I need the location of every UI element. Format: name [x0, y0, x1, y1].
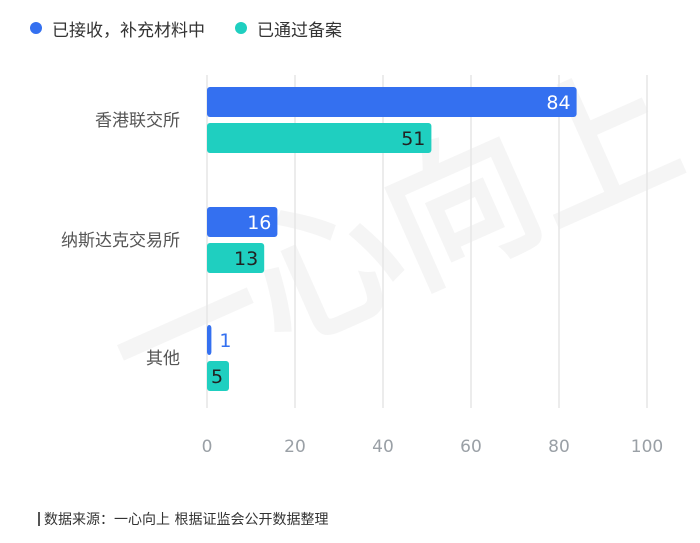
legend-dot-icon	[30, 22, 42, 34]
data-label: 51	[401, 128, 425, 150]
source-note: 数据来源：一心向上 根据证监会公开数据整理	[38, 509, 328, 529]
category-label: 其他	[146, 349, 180, 369]
x-tick-label: 40	[372, 437, 394, 457]
category-label: 纳斯达克交易所	[61, 231, 180, 251]
x-tick-label: 20	[284, 437, 306, 457]
data-label: 84	[546, 92, 570, 114]
bar	[207, 207, 278, 237]
bar	[207, 87, 577, 117]
legend-dot-icon	[235, 22, 247, 34]
bar	[207, 243, 265, 273]
bar	[207, 361, 229, 391]
x-tick-label: 60	[460, 437, 482, 457]
category-label: 香港联交所	[95, 111, 180, 131]
legend-label: 已通过备案	[257, 20, 342, 41]
data-label: 13	[234, 248, 258, 270]
bar	[207, 325, 212, 355]
legend: 已接收，补充材料中 已通过备案	[30, 14, 372, 42]
x-tick-label: 0	[202, 437, 213, 457]
x-tick-label: 100	[631, 437, 663, 457]
data-label: 16	[247, 212, 271, 234]
x-tick-label: 80	[548, 437, 570, 457]
bar	[207, 123, 432, 153]
source-divider	[38, 512, 40, 526]
legend-item-received[interactable]: 已接收，补充材料中	[30, 16, 205, 41]
source-text: 数据来源：一心向上 根据证监会公开数据整理	[44, 512, 329, 528]
data-label: 1	[219, 330, 231, 352]
legend-label: 已接收，补充材料中	[52, 20, 205, 41]
legend-item-approved[interactable]: 已通过备案	[235, 16, 342, 41]
data-label: 5	[211, 366, 223, 388]
